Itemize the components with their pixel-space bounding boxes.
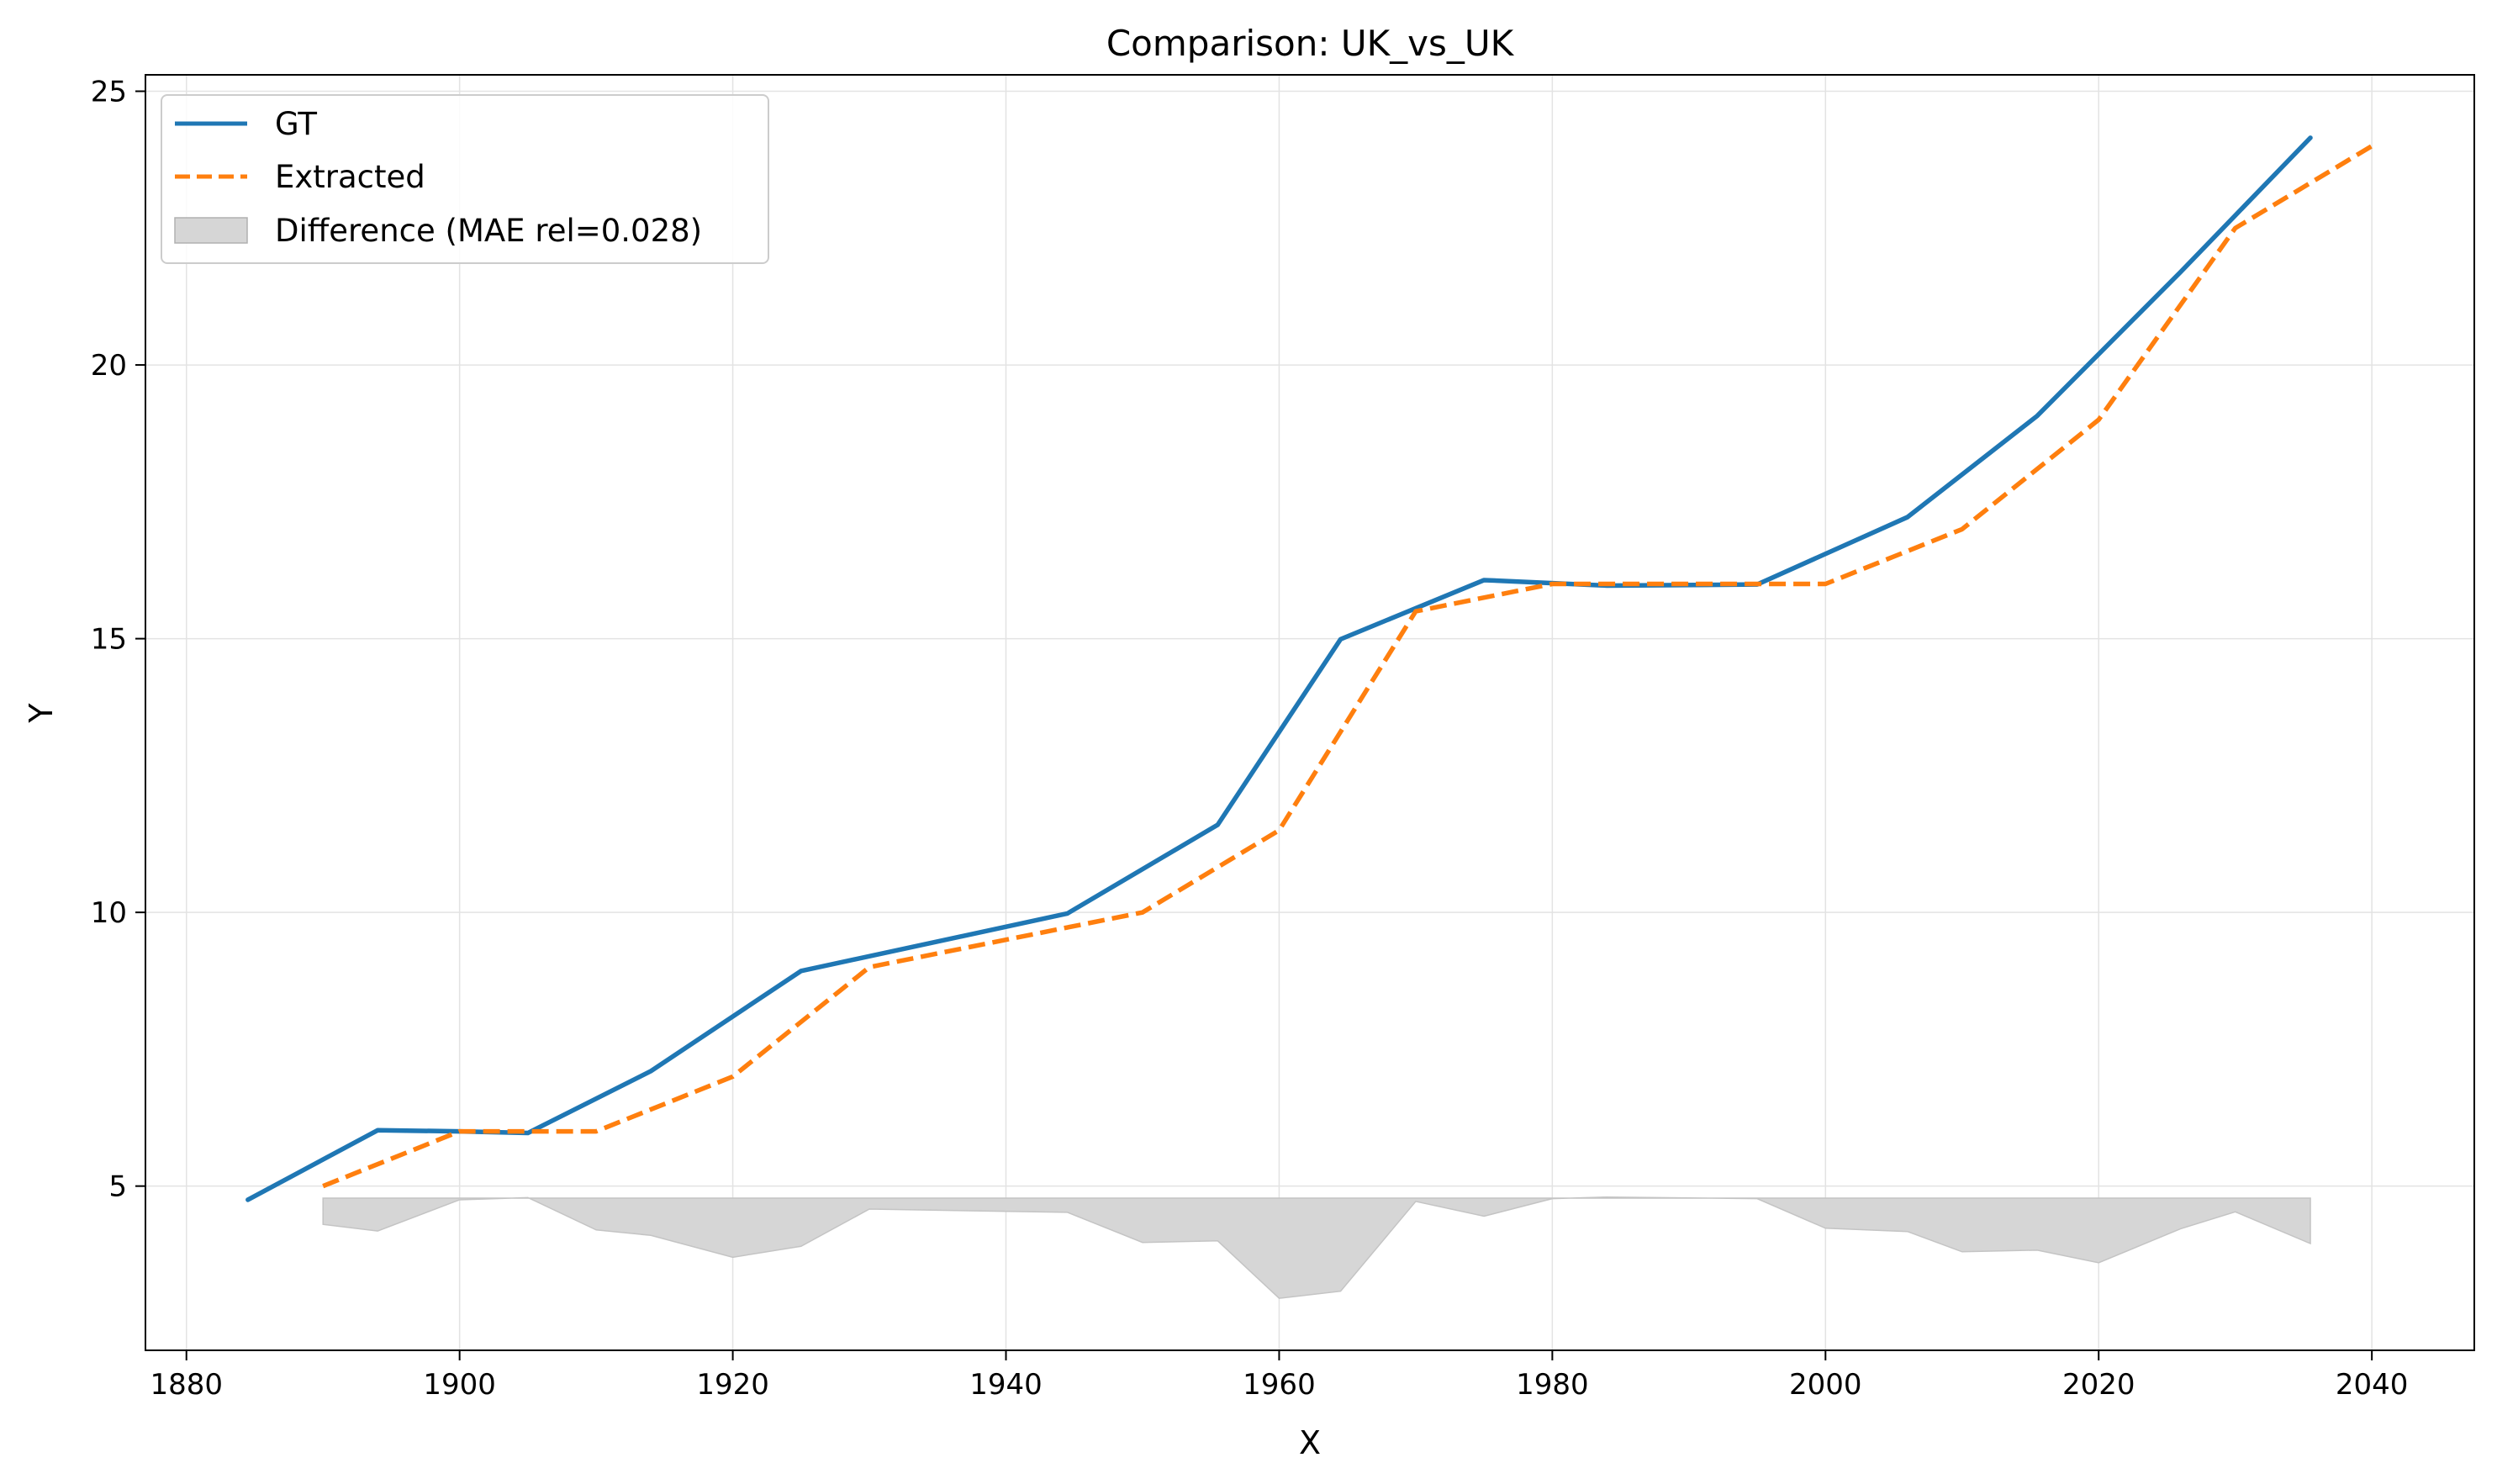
legend: GT Extracted Difference (MAE rel=0.028) <box>161 94 769 264</box>
legend-label-difference: Difference (MAE rel=0.028) <box>275 213 702 249</box>
series-layer <box>245 135 2373 1202</box>
y-tick-label: 15 <box>91 623 127 657</box>
x-tick-label: 1960 <box>1243 1368 1316 1402</box>
x-tick-label: 1900 <box>423 1368 496 1402</box>
difference-area <box>322 1196 2311 1299</box>
x-tick-label: 1880 <box>150 1368 223 1402</box>
y-tick-label: 5 <box>108 1170 127 1204</box>
legend-box <box>161 94 769 264</box>
y-axis-title: Y <box>23 703 60 724</box>
x-tick-label: 2020 <box>2062 1368 2135 1402</box>
x-axis: 1880 1900 1920 1940 1960 1980 2000 2020 2040 <box>150 1350 2408 1402</box>
x-axis-title: X <box>1299 1424 1321 1461</box>
x-tick-label: 2000 <box>1789 1368 1862 1402</box>
grid-lines <box>145 75 2474 1350</box>
plot-frame <box>145 74 2475 1351</box>
chart-title: Comparison: UK_vs_UK <box>1106 23 1515 64</box>
difference-layer <box>322 1196 2311 1299</box>
legend-label-gt: GT <box>275 106 317 142</box>
x-tick-label: 2040 <box>2336 1368 2409 1402</box>
y-axis: 5 10 15 20 25 <box>91 76 145 1204</box>
y-tick-label: 20 <box>91 349 127 383</box>
y-tick-label: 10 <box>91 896 127 930</box>
series-line-extracted <box>322 144 2373 1189</box>
legend-swatch-difference <box>174 217 248 244</box>
x-tick-label: 1920 <box>696 1368 769 1402</box>
legend-label-extracted: Extracted <box>275 159 425 195</box>
x-tick-label: 1940 <box>969 1368 1043 1402</box>
x-tick-label: 1980 <box>1516 1368 1589 1402</box>
y-tick-label: 25 <box>91 76 127 109</box>
